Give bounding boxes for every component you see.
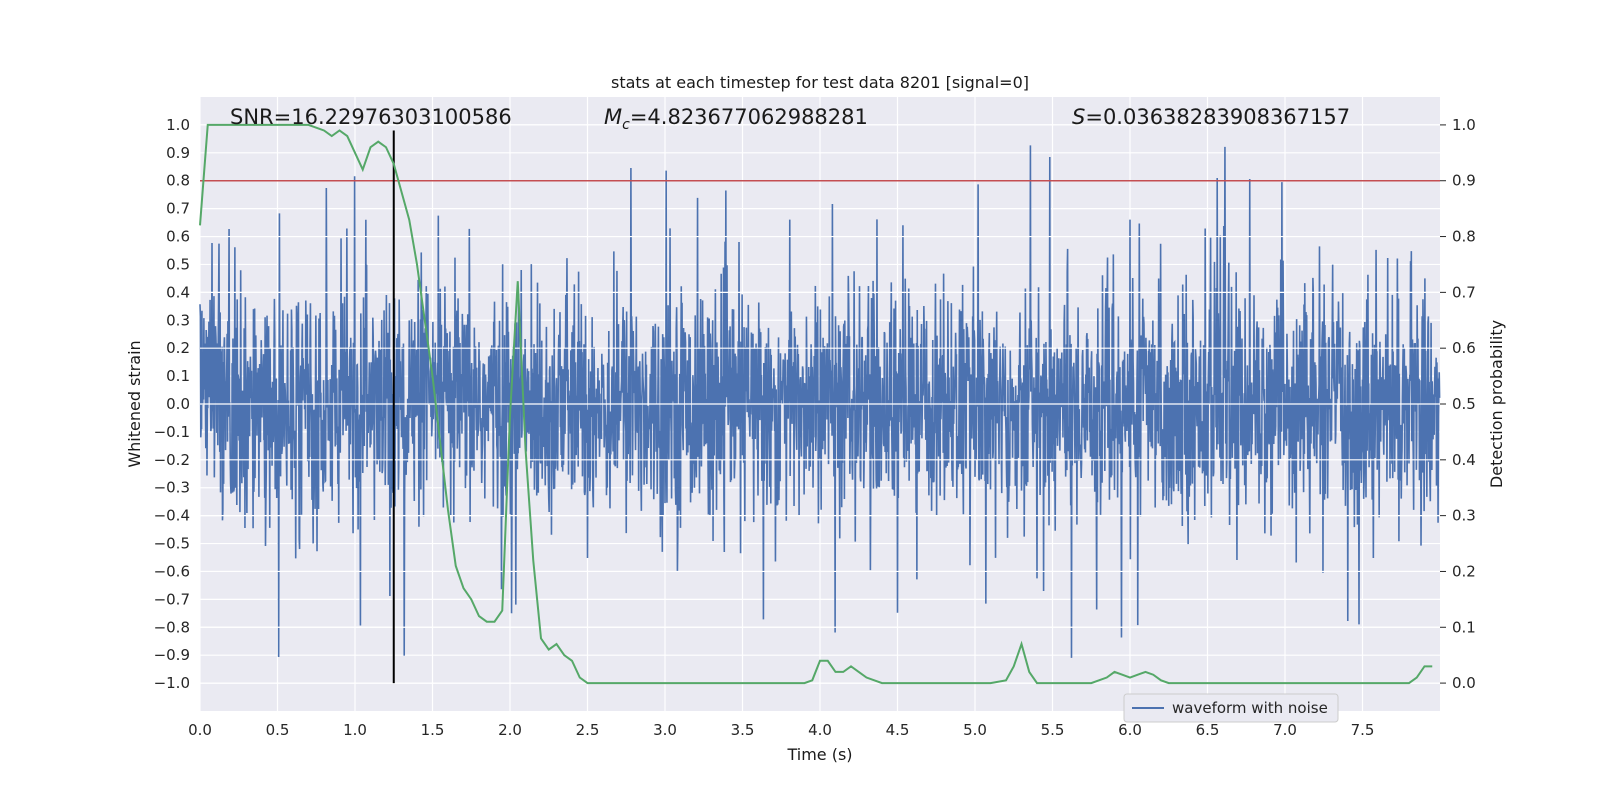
y-tick-label: 0.8: [166, 172, 190, 190]
chart-title: stats at each timestep for test data 820…: [611, 73, 1029, 92]
y-tick-label: −0.6: [154, 562, 190, 580]
x-tick-label: 2.0: [498, 721, 522, 739]
x-tick-label: 7.0: [1273, 721, 1297, 739]
y2-tick-label: 0.3: [1452, 507, 1476, 525]
y-tick-label: −0.5: [154, 535, 190, 553]
x-tick-label: 0.5: [266, 721, 290, 739]
y2-tick-label: 0.4: [1452, 451, 1476, 469]
y2-tick-label: 0.1: [1452, 618, 1476, 636]
y2-tick-label: 0.7: [1452, 283, 1476, 301]
y-axis-ticks: 1.0 0.9 0.8 0.7 0.6 0.5 0.4 0.3 0.2 0.1 0.0 −0.1 −0.…: [154, 116, 190, 692]
y-tick-label: −0.8: [154, 618, 190, 636]
x-tick-label: 1.0: [343, 721, 367, 739]
y-tick-label: 0.9: [166, 144, 190, 162]
y-tick-label: 0.7: [166, 200, 190, 218]
y2-tick-label: 1.0: [1452, 116, 1476, 134]
x-tick-label: 1.5: [421, 721, 445, 739]
waveform-series: [199, 145, 1441, 658]
y2-tick-label: 0.5: [1452, 395, 1476, 413]
y-tick-label: −0.4: [154, 507, 190, 525]
y-tick-label: 0.1: [166, 367, 190, 385]
x-tick-label: 5.0: [963, 721, 987, 739]
y2-tick-label: 0.0: [1452, 674, 1476, 692]
y-tick-label: −1.0: [154, 674, 190, 692]
y2-tick-label: 0.9: [1452, 172, 1476, 190]
x-axis-label: Time (s): [786, 745, 852, 764]
y-tick-label: 0.5: [166, 255, 190, 273]
x-tick-label: 0.0: [188, 721, 212, 739]
x-tick-label: 3.0: [653, 721, 677, 739]
x-tick-label: 4.0: [808, 721, 832, 739]
x-tick-label: 6.5: [1196, 721, 1220, 739]
x-tick-label: 5.5: [1041, 721, 1065, 739]
y-tick-label: −0.3: [154, 479, 190, 497]
legend: waveform with noise: [1123, 693, 1339, 723]
grid-horizontal-over: [200, 124, 1440, 684]
chirp-mass-annotation: Mc=4.823677062988281: [604, 105, 868, 133]
s-annotation: S=0.03638283908367157: [1072, 105, 1350, 129]
x-tick-label: 6.0: [1118, 721, 1142, 739]
x-tick-label: 3.5: [731, 721, 755, 739]
y2-tick-label: 0.8: [1452, 228, 1476, 246]
y-tick-label: 0.0: [166, 395, 190, 413]
y-tick-label: −0.1: [154, 423, 190, 441]
legend-box: [1123, 693, 1339, 723]
x-tick-label: 2.5: [576, 721, 600, 739]
chirp-mass-subscript: c: [622, 117, 630, 133]
s-symbol: S: [1072, 105, 1085, 129]
waveform-path: [199, 145, 1441, 658]
chirp-mass-value: =4.823677062988281: [630, 105, 868, 129]
y-axis-label: Whitened strain: [125, 340, 144, 467]
y-tick-label: 1.0: [166, 116, 190, 134]
y2-axis-label: Detection probability: [1487, 320, 1506, 488]
y2-tick-label: 0.6: [1452, 339, 1476, 357]
legend-label: waveform with noise: [1172, 699, 1328, 717]
detection-probability-line: [199, 123, 1433, 685]
y-tick-label: −0.7: [154, 590, 190, 608]
x-tick-label: 4.5: [886, 721, 910, 739]
s-value: =0.03638283908367157: [1085, 105, 1350, 129]
y-tick-label: −0.2: [154, 451, 190, 469]
y2-axis-ticks: 1.0 0.9 0.8 0.7 0.6 0.5 0.4 0.3 0.2 0.1 0.0: [1440, 116, 1476, 692]
y-tick-label: 0.6: [166, 228, 190, 246]
y-tick-label: −0.9: [154, 646, 190, 664]
x-tick-label: 7.5: [1351, 721, 1375, 739]
y-tick-label: 0.4: [166, 283, 190, 301]
y-tick-label: 0.3: [166, 311, 190, 329]
y-tick-label: 0.2: [166, 339, 190, 357]
y2-tick-label: 0.2: [1452, 562, 1476, 580]
chirp-mass-symbol: M: [604, 105, 622, 129]
x-axis-ticks: 0.0 0.5 1.0 1.5 2.0 2.5 3.0 3.5 4.0 4.5 5.0 5.5 6.0 6…: [188, 721, 1374, 739]
snr-annotation: SNR=16.22976303100586: [230, 105, 512, 129]
